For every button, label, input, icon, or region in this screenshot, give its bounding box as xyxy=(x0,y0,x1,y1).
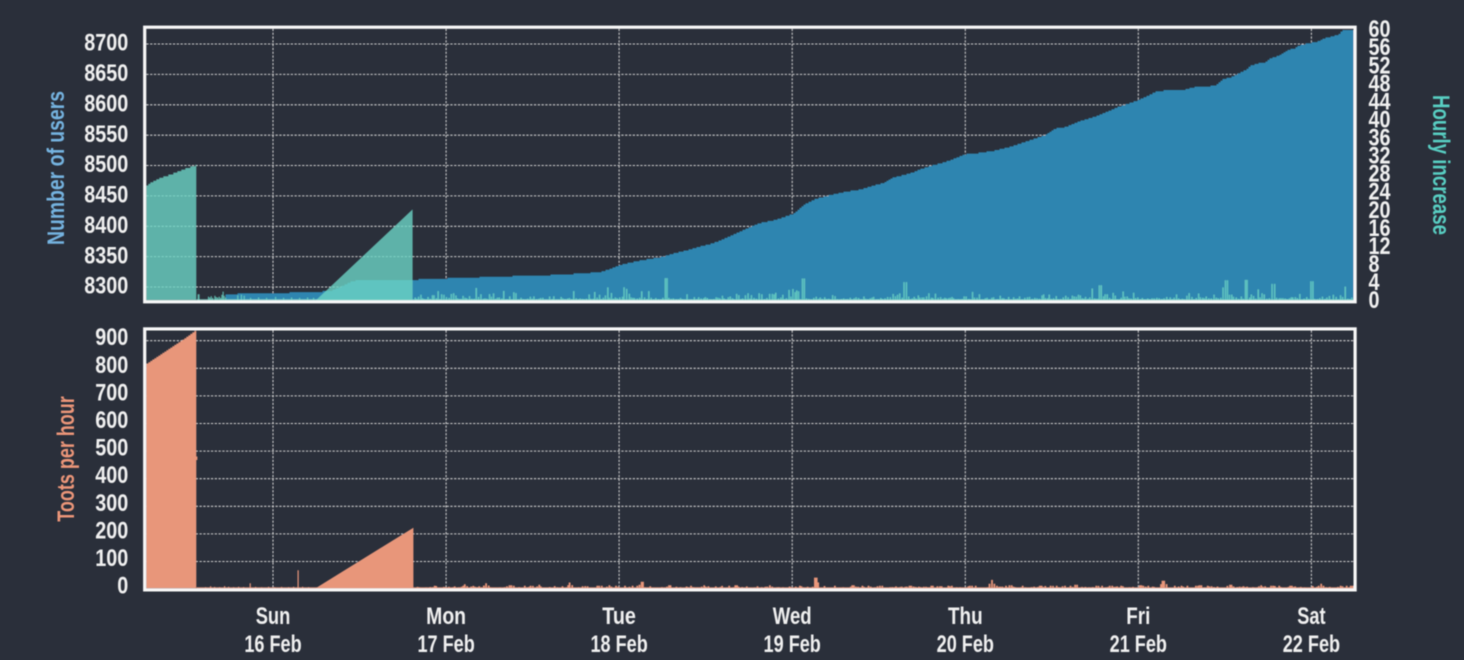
svg-text:19 Feb: 19 Feb xyxy=(764,631,821,658)
svg-text:Toots per hour: Toots per hour xyxy=(53,396,80,522)
svg-text:200: 200 xyxy=(95,517,128,544)
svg-text:20 Feb: 20 Feb xyxy=(937,631,994,658)
svg-text:Hourly increase: Hourly increase xyxy=(1427,95,1454,235)
svg-text:36: 36 xyxy=(1369,125,1391,152)
svg-text:8450: 8450 xyxy=(84,182,128,209)
svg-text:Tue: Tue xyxy=(602,603,636,630)
svg-text:28: 28 xyxy=(1369,161,1391,188)
svg-text:Number of users: Number of users xyxy=(43,91,70,245)
svg-text:800: 800 xyxy=(95,352,128,379)
svg-text:100: 100 xyxy=(95,545,128,572)
svg-text:8550: 8550 xyxy=(84,121,128,148)
svg-text:44: 44 xyxy=(1369,88,1392,115)
svg-text:32: 32 xyxy=(1369,143,1391,170)
svg-text:12: 12 xyxy=(1369,233,1391,260)
svg-text:700: 700 xyxy=(95,379,128,406)
svg-text:48: 48 xyxy=(1369,70,1391,97)
svg-text:600: 600 xyxy=(95,407,128,434)
svg-text:16 Feb: 16 Feb xyxy=(244,631,301,658)
svg-text:300: 300 xyxy=(95,490,128,517)
svg-text:56: 56 xyxy=(1369,34,1391,61)
svg-text:8600: 8600 xyxy=(84,91,128,118)
svg-text:0: 0 xyxy=(117,573,128,600)
svg-text:8300: 8300 xyxy=(84,273,128,300)
svg-text:8350: 8350 xyxy=(84,242,128,269)
svg-text:8: 8 xyxy=(1369,251,1380,278)
svg-text:40: 40 xyxy=(1369,107,1391,134)
svg-text:400: 400 xyxy=(95,462,128,489)
svg-text:Sun: Sun xyxy=(256,603,291,630)
svg-text:17 Feb: 17 Feb xyxy=(417,631,474,658)
svg-text:21 Feb: 21 Feb xyxy=(1110,631,1167,658)
svg-text:52: 52 xyxy=(1369,52,1391,79)
svg-text:24: 24 xyxy=(1369,179,1392,206)
svg-text:Fri: Fri xyxy=(1126,603,1150,630)
svg-text:22 Feb: 22 Feb xyxy=(1283,631,1340,658)
svg-text:0: 0 xyxy=(1369,287,1380,314)
svg-text:Mon: Mon xyxy=(426,603,466,630)
svg-text:4: 4 xyxy=(1369,269,1381,296)
svg-text:20: 20 xyxy=(1369,197,1391,224)
svg-text:Wed: Wed xyxy=(773,603,812,630)
svg-text:8700: 8700 xyxy=(84,30,128,57)
svg-text:Thu: Thu xyxy=(948,603,983,630)
svg-text:8400: 8400 xyxy=(84,212,128,239)
svg-text:900: 900 xyxy=(95,324,128,351)
svg-text:18 Feb: 18 Feb xyxy=(590,631,647,658)
svg-text:Sat: Sat xyxy=(1297,603,1325,630)
svg-text:8650: 8650 xyxy=(84,60,128,87)
svg-text:500: 500 xyxy=(95,435,128,462)
svg-text:8500: 8500 xyxy=(84,151,128,178)
svg-text:16: 16 xyxy=(1369,215,1391,242)
svg-text:60: 60 xyxy=(1369,16,1391,43)
